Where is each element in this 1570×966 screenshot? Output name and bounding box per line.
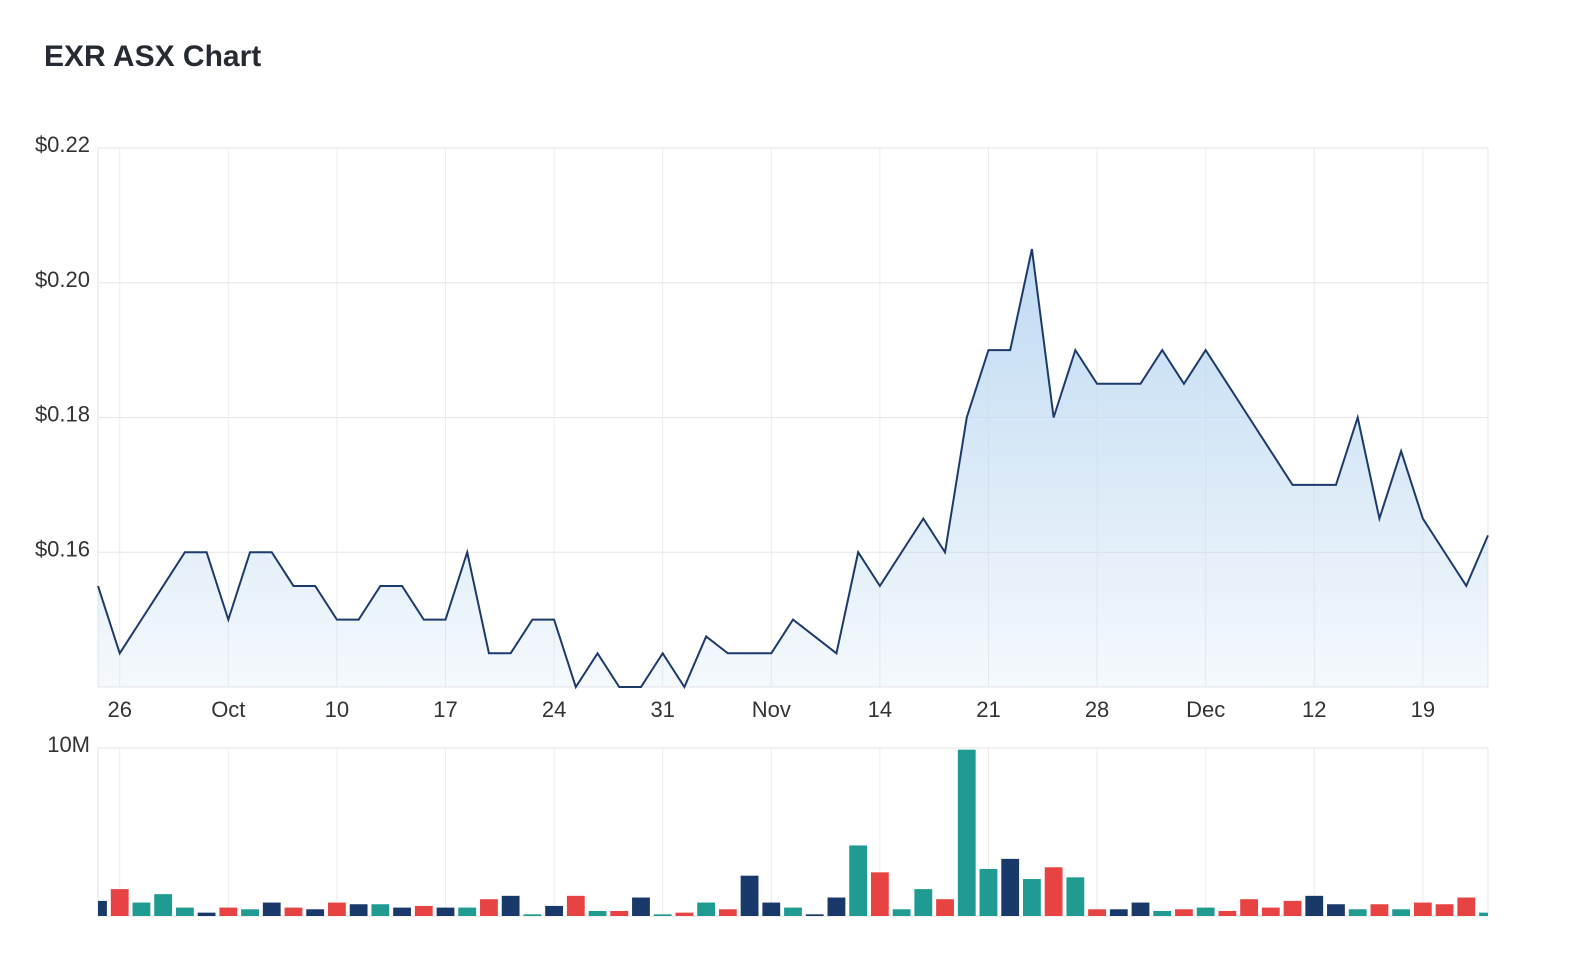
volume-bar xyxy=(1218,910,1237,916)
volume-bar xyxy=(1196,907,1215,916)
date-x-tick-label: Nov xyxy=(752,697,791,722)
chart-title: EXR ASX Chart xyxy=(44,40,262,73)
date-x-tick-label: Dec xyxy=(1186,697,1225,722)
date-x-tick-label: 17 xyxy=(433,697,457,722)
volume-bar xyxy=(653,914,672,916)
volume-bar xyxy=(675,912,694,916)
volume-bar xyxy=(1131,902,1150,916)
date-x-tick-label: 26 xyxy=(107,697,131,722)
volume-bar xyxy=(892,909,911,916)
volume-bar xyxy=(349,904,368,916)
price-y-tick-label: $0.22 xyxy=(35,132,90,157)
price-y-axis: $0.16 $0.18 $0.20 $0.22 xyxy=(35,132,90,561)
volume-grid xyxy=(97,747,1489,917)
volume-bar xyxy=(740,875,759,916)
volume-bar xyxy=(1370,904,1389,916)
volume-bar xyxy=(154,894,173,916)
volume-bar xyxy=(98,900,107,916)
volume-bar xyxy=(306,909,325,916)
volume-bar xyxy=(523,914,542,916)
volume-bar xyxy=(697,902,716,916)
price-y-tick-label: $0.20 xyxy=(35,267,90,292)
volume-bar xyxy=(219,907,238,916)
date-x-tick-label: 14 xyxy=(868,697,892,722)
volume-bar xyxy=(914,889,933,916)
volume-bar xyxy=(241,909,259,916)
volume-bar xyxy=(197,912,216,916)
volume-bar xyxy=(436,907,455,916)
volume-bar xyxy=(718,909,737,916)
volume-bar xyxy=(784,907,802,916)
volume-bar xyxy=(262,902,281,916)
volume-bar xyxy=(827,897,846,916)
volume-bar xyxy=(979,868,998,916)
volume-bar xyxy=(1479,912,1488,916)
volume-bar xyxy=(1023,879,1041,916)
volume-bar xyxy=(1109,909,1128,916)
volume-bar xyxy=(1327,904,1345,916)
volume-bar xyxy=(1240,899,1258,916)
volume-bar xyxy=(132,902,151,916)
volume-bar xyxy=(588,910,607,916)
volume-bar xyxy=(1283,900,1302,916)
volume-bar xyxy=(1175,909,1193,916)
volume-bar xyxy=(480,899,498,916)
volume-bar xyxy=(1153,910,1172,916)
price-area-layer xyxy=(97,248,1489,690)
date-x-tick-label: 21 xyxy=(976,697,1000,722)
date-x-tick-label: 19 xyxy=(1411,697,1435,722)
volume-bar xyxy=(110,889,129,916)
volume-bar xyxy=(566,895,585,916)
volume-bar xyxy=(414,905,433,916)
volume-bars xyxy=(98,749,1488,916)
volume-bar xyxy=(1392,909,1411,916)
volume-bar xyxy=(1348,909,1367,916)
volume-bar xyxy=(175,907,194,916)
volume-bar xyxy=(870,872,889,916)
volume-bar xyxy=(1088,909,1106,916)
volume-bar xyxy=(1001,858,1020,916)
volume-bar xyxy=(1044,867,1063,916)
volume-bar xyxy=(632,897,650,916)
volume-bar xyxy=(1457,897,1476,916)
price-area xyxy=(98,249,1488,687)
price-line xyxy=(97,248,1489,690)
volume-bar xyxy=(1066,877,1085,916)
volume-y-axis: 10M xyxy=(47,732,90,757)
volume-bar xyxy=(936,899,954,916)
date-x-tick-label: Oct xyxy=(211,697,245,722)
volume-bar xyxy=(1435,904,1454,916)
volume-bar xyxy=(371,904,390,916)
date-x-tick-label: 10 xyxy=(325,697,349,722)
volume-bar xyxy=(393,907,411,916)
price-y-tick-label: $0.16 xyxy=(35,536,90,561)
price-y-tick-label: $0.18 xyxy=(35,402,90,427)
volume-bar xyxy=(849,845,868,916)
volume-bar xyxy=(610,910,629,916)
volume-bar xyxy=(1261,907,1280,916)
volume-bar xyxy=(1305,895,1324,916)
volume-bar xyxy=(762,902,781,916)
volume-bar xyxy=(957,749,976,916)
date-x-tick-label: 28 xyxy=(1085,697,1109,722)
volume-bar xyxy=(805,914,824,916)
volume-y-tick-label: 10M xyxy=(47,732,90,757)
date-x-tick-label: 31 xyxy=(650,697,674,722)
volume-bar xyxy=(284,907,303,916)
volume-bar xyxy=(501,895,520,916)
volume-bar xyxy=(328,902,346,916)
date-x-axis: 26 Oct 10 17 24 31 Nov 14 21 28 Dec 12 19 xyxy=(107,697,1435,722)
volume-bar xyxy=(1413,902,1432,916)
volume-bar xyxy=(458,907,477,916)
date-x-tick-label: 24 xyxy=(542,697,566,722)
date-x-tick-label: 12 xyxy=(1302,697,1326,722)
volume-bar xyxy=(545,905,563,916)
